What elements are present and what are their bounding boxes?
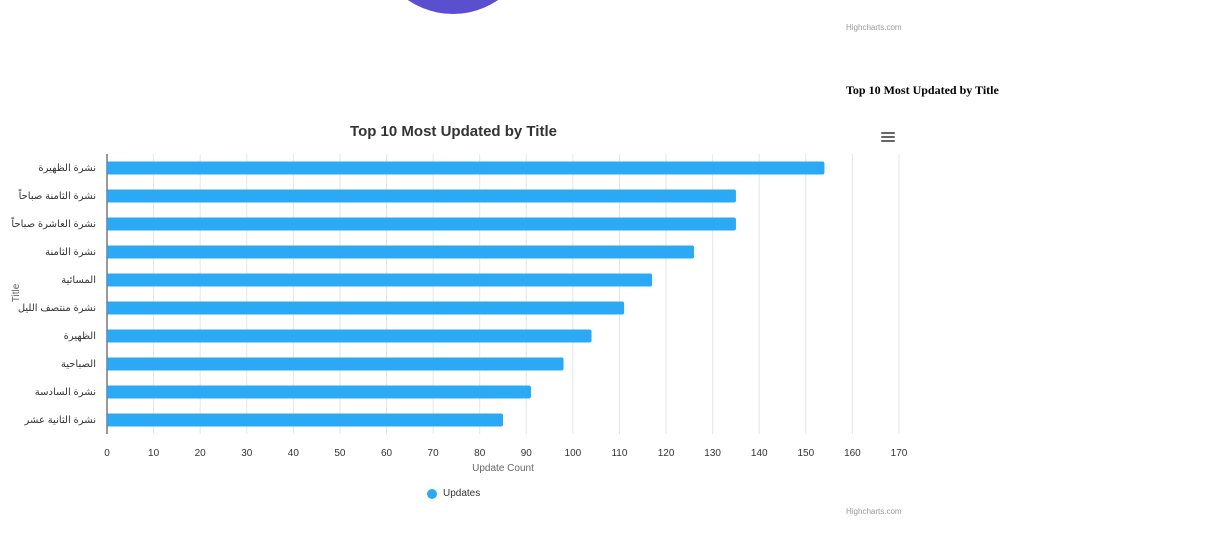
x-tick-label: 10 — [148, 448, 160, 459]
y-category-label: نشرة منتصف الليل — [18, 303, 96, 314]
y-category-label: نشرة الظهيرة — [38, 163, 96, 174]
y-axis-title: Title — [11, 283, 22, 302]
x-tick-label: 100 — [565, 448, 582, 459]
legend-label: Updates — [443, 488, 481, 499]
side-heading: Top 10 Most Updated by Title — [846, 83, 999, 97]
y-category-label: الظهيرة — [64, 331, 96, 342]
x-axis-title: Update Count — [472, 463, 534, 474]
x-tick-label: 140 — [751, 448, 768, 459]
x-tick-label: 60 — [381, 448, 393, 459]
legend-marker — [427, 488, 437, 499]
bar[interactable] — [107, 245, 695, 259]
bar[interactable] — [107, 385, 531, 399]
bar[interactable] — [107, 161, 825, 175]
hamburger-menu-icon[interactable] — [880, 131, 896, 145]
bar[interactable] — [107, 413, 503, 427]
legend-item-updates[interactable]: Updates — [427, 488, 480, 499]
x-tick-label: 40 — [288, 448, 300, 459]
y-category-label: نشرة الثامنة صباحاً — [18, 188, 96, 202]
y-category-label: المسائية — [61, 275, 96, 286]
x-tick-label: 150 — [797, 448, 814, 459]
bar[interactable] — [107, 301, 625, 315]
bar[interactable] — [107, 189, 736, 203]
x-tick-label: 0 — [104, 448, 110, 459]
y-category-label: نشرة الثانية عشر — [24, 415, 96, 426]
x-tick-label: 30 — [241, 448, 253, 459]
y-category-label: الصباحية — [61, 359, 96, 370]
x-tick-label: 110 — [611, 448, 627, 459]
x-tick-label: 20 — [195, 448, 207, 459]
x-tick-label: 170 — [891, 448, 908, 459]
x-tick-label: 90 — [521, 448, 533, 459]
bar[interactable] — [107, 273, 653, 287]
x-tick-label: 50 — [334, 448, 346, 459]
x-tick-label: 70 — [428, 448, 440, 459]
highcharts-credit-top[interactable]: Highcharts.com — [846, 23, 902, 32]
x-tick-label: 160 — [844, 448, 861, 459]
x-tick-label: 130 — [704, 448, 721, 459]
x-tick-label: 120 — [658, 448, 675, 459]
x-tick-label: 80 — [474, 448, 486, 459]
bar[interactable] — [107, 217, 736, 231]
chart-title: Top 10 Most Updated by Title — [350, 123, 557, 140]
highcharts-credit-bottom[interactable]: Highcharts.com — [846, 507, 902, 516]
y-category-label: نشرة العاشرة صباحاً — [11, 216, 96, 230]
bar[interactable] — [107, 329, 592, 343]
bar[interactable] — [107, 357, 564, 371]
y-category-label: نشرة الثامنة — [45, 247, 96, 258]
y-category-label: نشرة السادسة — [35, 387, 96, 398]
